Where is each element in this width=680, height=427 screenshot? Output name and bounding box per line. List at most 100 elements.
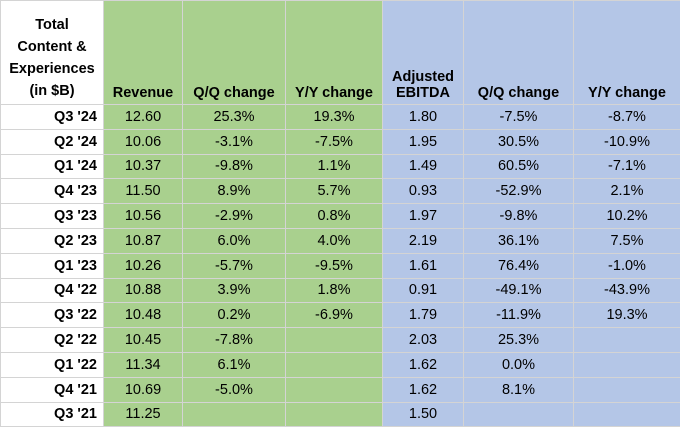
cell-ebitda-qq: -7.5% [463, 104, 574, 130]
cell-revenue-qq [182, 401, 286, 427]
cell-ebitda: 1.62 [382, 351, 464, 378]
cell-revenue-yy: 19.3% [285, 104, 383, 130]
cell-period: Q3 '24 [0, 104, 104, 130]
cell-ebitda: 2.03 [382, 327, 464, 353]
cell-ebitda-qq: 60.5% [463, 153, 574, 180]
cell-period: Q1 '24 [0, 153, 104, 180]
cell-ebitda-yy: -1.0% [573, 252, 680, 279]
table-row: Q4 '21 10.69 -5.0% 1.62 8.1% [0, 376, 680, 403]
table-row: Q4 '23 11.50 8.9% 5.7% 0.93 -52.9% 2.1% [0, 178, 680, 205]
cell-period: Q3 '23 [0, 203, 104, 229]
cell-ebitda-yy: -7.1% [573, 153, 680, 180]
cell-period: Q1 '22 [0, 351, 104, 378]
cell-ebitda-yy: 2.1% [573, 178, 680, 205]
cell-ebitda: 0.93 [382, 178, 464, 205]
header-revenue: Revenue [103, 0, 183, 105]
cell-ebitda: 1.50 [382, 401, 464, 427]
cell-revenue-qq: -3.1% [182, 128, 286, 155]
table-row: Q1 '22 11.34 6.1% 1.62 0.0% [0, 351, 680, 378]
cell-ebitda-yy: 10.2% [573, 203, 680, 229]
cell-revenue: 10.87 [103, 227, 183, 254]
cell-ebitda-yy: -43.9% [573, 277, 680, 304]
cell-ebitda: 1.80 [382, 104, 464, 130]
cell-period: Q1 '23 [0, 252, 104, 279]
cell-revenue: 10.06 [103, 128, 183, 155]
table-body: Q3 '24 12.60 25.3% 19.3% 1.80 -7.5% -8.7% Q2 '2… [0, 104, 680, 427]
cell-revenue-yy: -9.5% [285, 252, 383, 279]
cell-ebitda: 1.49 [382, 153, 464, 180]
header-revenue-yy: Y/Y change [285, 0, 383, 105]
cell-revenue-yy: 4.0% [285, 227, 383, 254]
cell-period: Q2 '22 [0, 327, 104, 353]
cell-ebitda-yy [573, 327, 680, 353]
cell-ebitda-yy: 7.5% [573, 227, 680, 254]
header-label-line: Content & [17, 39, 87, 55]
cell-ebitda-qq: -11.9% [463, 302, 574, 329]
table-row: Q1 '23 10.26 -5.7% -9.5% 1.61 76.4% -1.0% [0, 252, 680, 279]
table-row: Q3 '21 11.25 1.50 [0, 401, 680, 427]
cell-revenue: 11.34 [103, 351, 183, 378]
cell-revenue-qq: 3.9% [182, 277, 286, 304]
cell-revenue: 11.50 [103, 178, 183, 205]
table-row: Q2 '23 10.87 6.0% 4.0% 2.19 36.1% 7.5% [0, 227, 680, 254]
cell-ebitda: 1.79 [382, 302, 464, 329]
table-row: Q3 '22 10.48 0.2% -6.9% 1.79 -11.9% 19.3% [0, 302, 680, 329]
header-label-line: (in $B) [29, 83, 75, 99]
cell-revenue-qq: -5.7% [182, 252, 286, 279]
cell-ebitda-yy: -8.7% [573, 104, 680, 130]
cell-ebitda-yy [573, 401, 680, 427]
cell-period: Q3 '22 [0, 302, 104, 329]
table-row: Q2 '22 10.45 -7.8% 2.03 25.3% [0, 327, 680, 353]
cell-revenue-yy: -7.5% [285, 128, 383, 155]
cell-revenue-yy [285, 351, 383, 378]
cell-period: Q4 '23 [0, 178, 104, 205]
cell-ebitda-qq: 36.1% [463, 227, 574, 254]
cell-revenue: 10.45 [103, 327, 183, 353]
cell-revenue-yy: -6.9% [285, 302, 383, 329]
cell-ebitda-yy [573, 351, 680, 378]
cell-revenue-qq: 8.9% [182, 178, 286, 205]
cell-ebitda: 1.61 [382, 252, 464, 279]
header-ebitda-line: EBITDA [396, 85, 450, 101]
header-ebitda-yy: Y/Y change [573, 0, 680, 105]
cell-ebitda: 1.62 [382, 376, 464, 403]
cell-ebitda-qq: 25.3% [463, 327, 574, 353]
cell-revenue-yy [285, 376, 383, 403]
cell-revenue-yy [285, 401, 383, 427]
cell-revenue-yy: 1.8% [285, 277, 383, 304]
header-ebitda-qq: Q/Q change [463, 0, 574, 105]
cell-revenue: 10.37 [103, 153, 183, 180]
cell-revenue-yy [285, 327, 383, 353]
cell-ebitda-yy: 19.3% [573, 302, 680, 329]
cell-revenue-qq: 25.3% [182, 104, 286, 130]
cell-revenue-qq: -7.8% [182, 327, 286, 353]
cell-revenue-yy: 1.1% [285, 153, 383, 180]
cell-revenue: 10.69 [103, 376, 183, 403]
header-label-line: Experiences [9, 61, 95, 77]
cell-ebitda: 1.95 [382, 128, 464, 155]
cell-ebitda-qq: -52.9% [463, 178, 574, 205]
table-row: Q3 '24 12.60 25.3% 19.3% 1.80 -7.5% -8.7% [0, 104, 680, 130]
cell-revenue-yy: 5.7% [285, 178, 383, 205]
cell-period: Q4 '21 [0, 376, 104, 403]
cell-revenue-qq: 6.0% [182, 227, 286, 254]
table-row: Q2 '24 10.06 -3.1% -7.5% 1.95 30.5% -10.9% [0, 128, 680, 155]
cell-revenue-qq: 0.2% [182, 302, 286, 329]
cell-revenue-qq: -5.0% [182, 376, 286, 403]
cell-period: Q4 '22 [0, 277, 104, 304]
cell-revenue: 12.60 [103, 104, 183, 130]
header-segment-label: Total Content & Experiences (in $B) [0, 0, 104, 105]
cell-ebitda-yy: -10.9% [573, 128, 680, 155]
cell-ebitda-qq [463, 401, 574, 427]
table-row: Q3 '23 10.56 -2.9% 0.8% 1.97 -9.8% 10.2% [0, 203, 680, 229]
cell-period: Q2 '23 [0, 227, 104, 254]
cell-ebitda-qq: 0.0% [463, 351, 574, 378]
header-ebitda: Adjusted EBITDA [382, 0, 464, 105]
header-ebitda-line: Adjusted [391, 69, 455, 85]
cell-revenue: 10.26 [103, 252, 183, 279]
cell-revenue-qq: -9.8% [182, 153, 286, 180]
header-row: Total Content & Experiences (in $B) Reve… [0, 0, 680, 105]
cell-revenue-qq: 6.1% [182, 351, 286, 378]
cell-period: Q2 '24 [0, 128, 104, 155]
